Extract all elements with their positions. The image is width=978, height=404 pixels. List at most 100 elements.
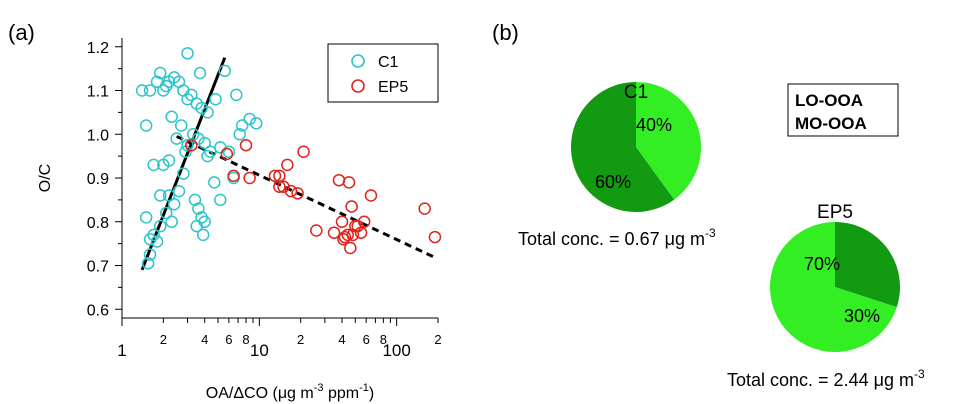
- ep5-point: [338, 230, 352, 244]
- y-tick-label: 0.9: [87, 171, 109, 188]
- pie-legend-mo-ooa: MO-OOA: [795, 114, 867, 133]
- x-tick-label: 6: [363, 332, 370, 347]
- c1-point: [174, 119, 188, 132]
- c1-point: [139, 211, 153, 224]
- c1-point: [157, 158, 170, 172]
- c1-point: [198, 215, 211, 228]
- ep5-point: [220, 147, 234, 161]
- c1-point: [154, 189, 167, 202]
- pie-charts: 40%60% C1 Total conc. = 0.67 μg m-3 70%3…: [518, 82, 925, 390]
- ep5-point: [327, 226, 341, 239]
- ep5-point: [344, 241, 357, 255]
- y-tick-label: 1.0: [87, 127, 109, 144]
- ep5-point: [281, 158, 294, 172]
- ep5-point: [418, 202, 431, 215]
- pie-ep5-caption: Total conc. = 2.44 μg m-3: [727, 367, 925, 390]
- pie-ep5: 70% 30%: [769, 222, 900, 352]
- legend-box: [327, 43, 439, 103]
- c1-point: [139, 119, 153, 132]
- ep5-point: [342, 176, 356, 189]
- pie-legend-lo-ooa: LO-OOA: [795, 91, 863, 110]
- pie-slice-lo-ooa: [636, 82, 702, 200]
- pie-slice-percent: 30%: [844, 306, 880, 326]
- y-tick-label: 1.2: [87, 40, 109, 57]
- pie-c1-caption-sup: -3: [705, 226, 716, 240]
- ep5-point: [273, 180, 286, 193]
- c1-point: [209, 93, 222, 106]
- x-tick-label: 2: [297, 332, 304, 347]
- ep5-point: [332, 173, 346, 187]
- c1-point: [165, 110, 178, 123]
- c1-point: [218, 64, 231, 78]
- pie-slice-mo-ooa: [835, 222, 900, 308]
- pie-slice-percent: 40%: [636, 115, 672, 135]
- ep5-point: [239, 138, 253, 152]
- c1-point: [230, 88, 243, 102]
- c1-point: [154, 219, 167, 233]
- pie-c1-caption: Total conc. = 0.67 μg m-3: [518, 226, 716, 249]
- c1-point: [181, 138, 194, 152]
- c1-point: [243, 112, 256, 126]
- legend-ep5-label: EP5: [378, 79, 408, 96]
- pie-slice-lo-ooa: [769, 222, 897, 352]
- x-tick-label: 1: [117, 341, 126, 360]
- c1-point: [181, 47, 194, 60]
- pie-c1-title: C1: [624, 82, 648, 103]
- ep5-point: [243, 171, 256, 185]
- c1-point: [192, 202, 205, 215]
- c1-point: [188, 193, 202, 207]
- pie-slice-percent: 60%: [595, 172, 631, 192]
- legend-c1-marker: [351, 54, 365, 68]
- x-axis-label-end: ): [369, 385, 374, 402]
- ep5-point: [227, 169, 240, 183]
- ep5-point: [364, 189, 378, 202]
- pie-legend-box: [787, 83, 899, 137]
- c1-point: [192, 132, 205, 145]
- pie-ep5-caption-main: Total conc. = 2.44 μg m: [727, 370, 914, 390]
- c1-point: [208, 176, 221, 189]
- x-tick-label: 8: [242, 332, 249, 347]
- pie-c1-caption-main: Total conc. = 0.67 μg m: [518, 229, 705, 249]
- c1-point: [160, 206, 173, 220]
- fit-lines: [140, 57, 434, 271]
- x-axis-label-sup2: -1: [359, 382, 369, 394]
- c1-point: [141, 257, 155, 270]
- x-axis-label: OA/ΔCO (μg m-3 ppm-1): [206, 382, 374, 402]
- c1-point: [154, 66, 167, 80]
- ep5-point: [341, 228, 354, 242]
- scatter-legend: C1 EP5: [327, 43, 439, 103]
- ep5-point: [291, 187, 304, 200]
- c1-point: [185, 88, 198, 102]
- ep5-point: [185, 138, 198, 152]
- pie-ep5-title: EP5: [817, 202, 853, 223]
- panel-label-a: (a): [8, 20, 35, 45]
- ep5-point: [428, 230, 442, 244]
- x-tick-label: 6: [225, 332, 232, 347]
- c1-point: [147, 228, 160, 242]
- c1-point: [172, 184, 186, 198]
- legend-ep5-marker: [351, 79, 365, 93]
- x-tick-label: 100: [382, 341, 410, 360]
- x-axis-label-sup1: -3: [314, 382, 324, 394]
- c1-point: [195, 101, 208, 115]
- c1-point: [196, 228, 210, 242]
- c1-point: [193, 66, 207, 80]
- x-tick-label: 4: [338, 332, 345, 347]
- y-tick-label: 0.7: [87, 259, 109, 276]
- c1-point: [143, 248, 157, 261]
- x-axis-label-main: OA/ΔCO (μg m: [206, 385, 314, 402]
- legend-c1-label: C1: [378, 54, 399, 71]
- x-tick-label: 2: [160, 332, 167, 347]
- ep5-point: [335, 215, 349, 228]
- pie-legend: LO-OOA MO-OOA: [787, 83, 899, 137]
- c1-point: [143, 84, 157, 97]
- c1-point: [147, 158, 160, 172]
- x-tick-label: 10: [250, 341, 269, 360]
- c1-point: [167, 198, 181, 211]
- c1-point: [235, 119, 249, 132]
- pie-ep5-caption-sup: -3: [914, 367, 925, 381]
- c1-point: [150, 235, 164, 248]
- c1-point: [201, 149, 214, 163]
- c1-point: [143, 233, 157, 246]
